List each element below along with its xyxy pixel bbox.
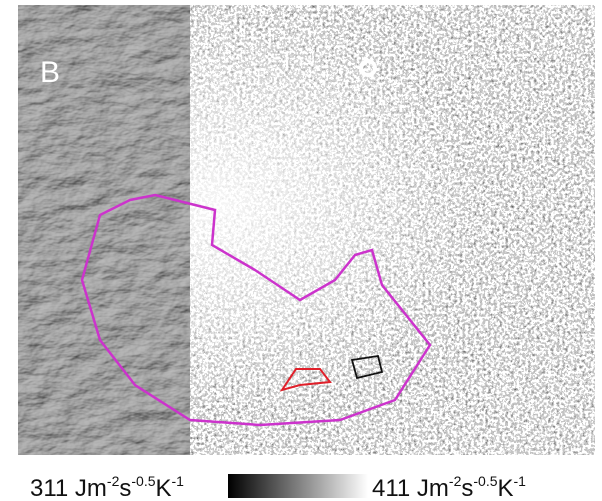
label-part: K: [156, 475, 172, 501]
colorbar: [228, 474, 368, 498]
label-sup: -1: [172, 473, 185, 489]
label-part: s: [119, 475, 131, 501]
label-sup: -2: [449, 473, 462, 489]
label-part: 411 Jm: [372, 475, 449, 501]
label-sup: -0.5: [131, 473, 155, 489]
label-sup: -2: [107, 473, 120, 489]
figure: B 311 Jm-2s-0.5K-1 411 Jm-2s-0.5K-1: [0, 0, 602, 501]
colorbar-max-label: 411 Jm-2s-0.5K-1: [372, 473, 526, 501]
label-part: 311 Jm: [30, 475, 107, 501]
map-image: [18, 5, 595, 455]
label-sup: -1: [514, 473, 527, 489]
label-part: K: [498, 475, 514, 501]
label-sup: -0.5: [473, 473, 497, 489]
label-part: s: [461, 475, 473, 501]
colorbar-min-label: 311 Jm-2s-0.5K-1: [30, 473, 184, 501]
panel-label: B: [40, 56, 60, 89]
